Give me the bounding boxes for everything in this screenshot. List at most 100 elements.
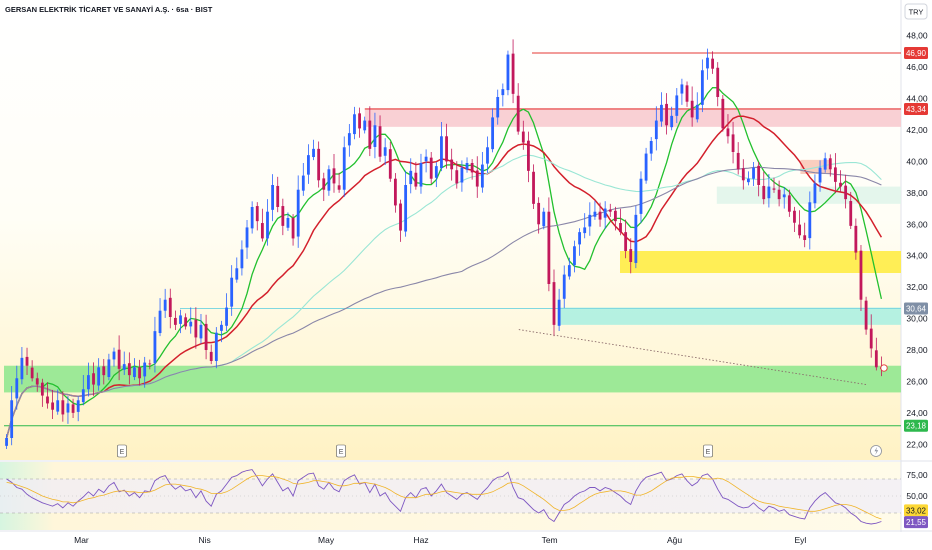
candle-body xyxy=(685,85,689,102)
candle-body xyxy=(112,351,116,360)
candle-body xyxy=(240,249,244,269)
price-tick-label: 38,00 xyxy=(906,188,928,198)
replay-icon[interactable] xyxy=(870,445,882,457)
candle-body xyxy=(107,359,111,378)
candle-body xyxy=(501,89,505,96)
zone-rect-1 xyxy=(364,108,901,127)
price-tick-label: 44,00 xyxy=(906,94,928,104)
candle-body xyxy=(808,202,812,239)
candle-body xyxy=(608,209,612,212)
candle-body xyxy=(409,170,413,185)
candle-body xyxy=(547,211,551,284)
candle-body xyxy=(424,156,428,162)
currency-button[interactable]: TRY xyxy=(904,3,928,20)
zone-rect-2 xyxy=(716,186,901,204)
candle-body xyxy=(312,148,315,158)
candle-body xyxy=(61,400,65,415)
candle-body xyxy=(670,115,674,128)
candle-body xyxy=(117,349,121,369)
price-axis[interactable]: 22,00 24,00 26,00 28,00 30,00 32,00 34,00 36,00… xyxy=(906,31,928,450)
price-tick-label: 22,00 xyxy=(906,439,928,449)
candle-body xyxy=(660,104,663,122)
price-tick-label: 30,00 xyxy=(906,314,928,324)
candle-body xyxy=(813,183,817,204)
candle-body xyxy=(603,208,607,218)
candle-body xyxy=(762,185,766,200)
candle-body xyxy=(798,224,801,236)
candle-body xyxy=(654,120,658,140)
time-tick-label: Tem xyxy=(542,535,558,545)
price-tick-label: 26,00 xyxy=(906,376,928,386)
candle-body xyxy=(194,319,198,338)
candle-body xyxy=(276,185,280,207)
candle-body xyxy=(573,246,576,266)
candle-body xyxy=(245,227,249,248)
main-pane[interactable] xyxy=(0,20,901,460)
candle-body xyxy=(726,128,730,137)
candle-body xyxy=(828,158,832,170)
candle-body xyxy=(127,363,131,376)
time-axis[interactable]: Mar Nis May Haz Tem Ağu Eyl xyxy=(74,535,806,545)
candle-body xyxy=(235,268,239,280)
price-tag-label: 43,34 xyxy=(906,105,927,114)
candle-body xyxy=(593,211,597,217)
price-tag-label: 46,90 xyxy=(906,49,927,58)
candle-body xyxy=(767,186,771,199)
candle-body xyxy=(782,194,786,198)
candle-body xyxy=(562,274,566,299)
candle-body xyxy=(465,163,469,170)
candle-body xyxy=(255,206,259,222)
candle-body xyxy=(634,214,638,263)
candle-body xyxy=(133,367,136,378)
candle-body xyxy=(470,163,474,173)
candle-body xyxy=(399,203,402,231)
candle-body xyxy=(757,165,761,185)
candle-body xyxy=(76,400,80,412)
candle-body xyxy=(578,232,581,245)
price-tick-label: 36,00 xyxy=(906,219,928,229)
candle-body xyxy=(307,155,310,175)
candle-body xyxy=(849,201,853,226)
candle-body xyxy=(665,103,668,126)
candle-body xyxy=(271,185,275,210)
alert-marker-icon[interactable] xyxy=(880,364,888,372)
candle-body xyxy=(823,158,827,170)
candle-body xyxy=(419,163,423,187)
candle-body xyxy=(184,317,188,327)
candle-body xyxy=(700,70,704,105)
candle-body xyxy=(690,100,694,118)
earnings-marker-letter: E xyxy=(120,449,125,456)
currency-button-frame[interactable] xyxy=(904,3,928,20)
candle-body xyxy=(450,159,454,170)
candle-body xyxy=(506,54,510,91)
rsi-layer xyxy=(0,469,901,525)
candle-body xyxy=(56,400,60,412)
candle-body xyxy=(393,178,397,206)
candle-body xyxy=(711,58,715,69)
candle-body xyxy=(486,147,489,164)
candle-body xyxy=(71,404,75,413)
candle-body xyxy=(624,232,628,251)
candle-body xyxy=(260,223,264,239)
price-tick-label: 40,00 xyxy=(906,156,928,166)
candle-body xyxy=(613,210,617,222)
candle-body xyxy=(97,367,101,386)
alert-marker-circle[interactable] xyxy=(880,364,888,372)
price-tag-box xyxy=(904,419,928,432)
candle-body xyxy=(736,152,740,170)
candle-body xyxy=(434,166,438,178)
candle-body xyxy=(81,389,85,403)
candle-body xyxy=(291,218,295,239)
candle-body xyxy=(496,97,500,118)
horizontal-lines-layer xyxy=(4,52,901,427)
candle-body xyxy=(296,189,300,237)
time-tick-label: Eyl xyxy=(794,535,806,545)
trendline-layer xyxy=(518,329,867,386)
rsi-tag-box xyxy=(904,504,928,517)
candle-body xyxy=(66,403,70,413)
candle-body xyxy=(20,357,24,380)
candle-body xyxy=(833,167,837,182)
